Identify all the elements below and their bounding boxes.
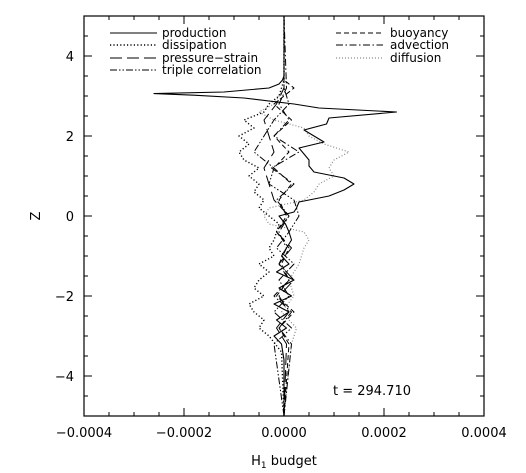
series-line-buoyancy: [273, 16, 295, 417]
x-tick-label: −0.0004: [56, 426, 112, 441]
x-axis-label: H1 budget: [251, 454, 317, 471]
ticks-group: −0.0004 −0.0002 0.0000 0.0002 0.0004 −4 −2 0 2 4: [55, 15, 507, 441]
x-tick-label: 0.0000: [261, 426, 307, 441]
x-tick-label: 0.0002: [361, 426, 407, 441]
series-line-triple-correlation: [253, 16, 300, 417]
legend-label-advection: advection: [390, 38, 449, 52]
series-line-production: [153, 16, 398, 416]
y-tick-label: −2: [55, 290, 74, 305]
legend-label-buoyancy: buoyancy: [390, 26, 448, 40]
x-tick-label: 0.0004: [461, 426, 507, 441]
y-axis-label: Z: [29, 211, 44, 220]
series-line-diffusion: [258, 16, 350, 417]
legend: production dissipation pressure−strain t…: [110, 26, 449, 77]
x-tick-label: −0.0002: [156, 426, 212, 441]
series-line-dissipation: [238, 16, 285, 417]
time-annotation: t = 294.710: [333, 384, 411, 399]
legend-label-pressure-strain: pressure−strain: [162, 51, 258, 65]
series-line-advection: [271, 15, 300, 417]
legend-label-dissipation: dissipation: [162, 38, 227, 52]
x-axis-label-subscript: 1: [261, 461, 267, 471]
legend-label-triple-correlation: triple correlation: [162, 63, 262, 77]
y-tick-label: 2: [66, 130, 74, 145]
y-tick-label: 4: [66, 50, 74, 65]
legend-label-production: production: [162, 26, 226, 40]
y-tick-label: −4: [55, 370, 74, 385]
x-axis-label-rest: budget: [267, 454, 317, 469]
y-tick-label: 0: [66, 210, 74, 225]
legend-label-diffusion: diffusion: [390, 51, 441, 65]
series-group: [153, 15, 398, 417]
